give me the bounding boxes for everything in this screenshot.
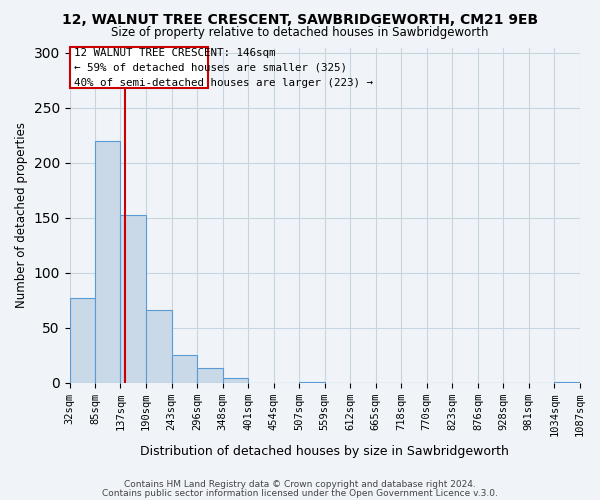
- X-axis label: Distribution of detached houses by size in Sawbridgeworth: Distribution of detached houses by size …: [140, 444, 509, 458]
- Bar: [95, 141, 121, 382]
- FancyBboxPatch shape: [70, 48, 208, 88]
- Text: 12, WALNUT TREE CRESCENT, SAWBRIDGEWORTH, CM21 9EB: 12, WALNUT TREE CRESCENT, SAWBRIDGEWORTH…: [62, 12, 538, 26]
- Bar: [172, 355, 197, 382]
- Text: Contains HM Land Registry data © Crown copyright and database right 2024.: Contains HM Land Registry data © Crown c…: [124, 480, 476, 489]
- Text: Size of property relative to detached houses in Sawbridgeworth: Size of property relative to detached ho…: [111, 26, 489, 39]
- Bar: [121, 214, 146, 382]
- Bar: [146, 310, 172, 382]
- Text: 12 WALNUT TREE CRESCENT: 146sqm
← 59% of detached houses are smaller (325)
40% o: 12 WALNUT TREE CRESCENT: 146sqm ← 59% of…: [74, 48, 373, 88]
- Text: Contains public sector information licensed under the Open Government Licence v.: Contains public sector information licen…: [102, 488, 498, 498]
- Bar: [70, 298, 95, 382]
- Bar: [223, 378, 248, 382]
- Bar: [197, 368, 223, 382]
- Y-axis label: Number of detached properties: Number of detached properties: [15, 122, 28, 308]
